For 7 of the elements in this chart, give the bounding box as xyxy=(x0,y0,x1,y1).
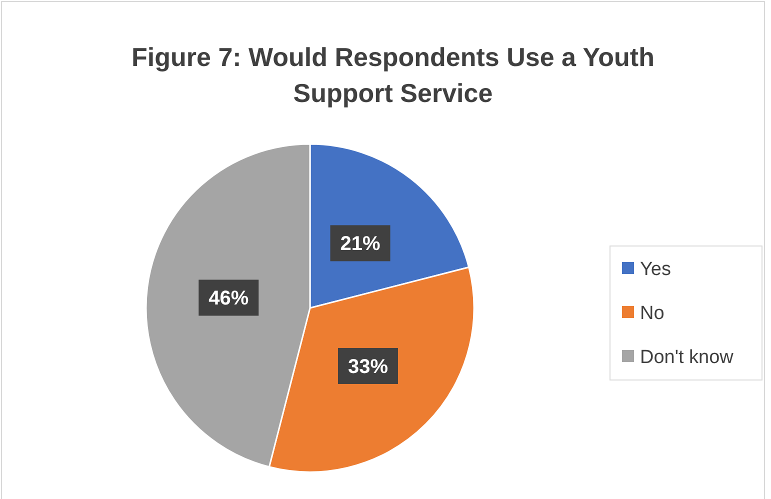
data-label: 21% xyxy=(340,233,380,256)
data-label: 33% xyxy=(348,356,388,378)
legend-label: No xyxy=(640,303,664,324)
chart-title: Figure 7: Would Respondents Use a Youth Support Service xyxy=(132,42,654,108)
data-label: 46% xyxy=(208,288,249,310)
legend-label: Yes xyxy=(640,259,671,280)
legend-label: Don't know xyxy=(640,347,734,368)
